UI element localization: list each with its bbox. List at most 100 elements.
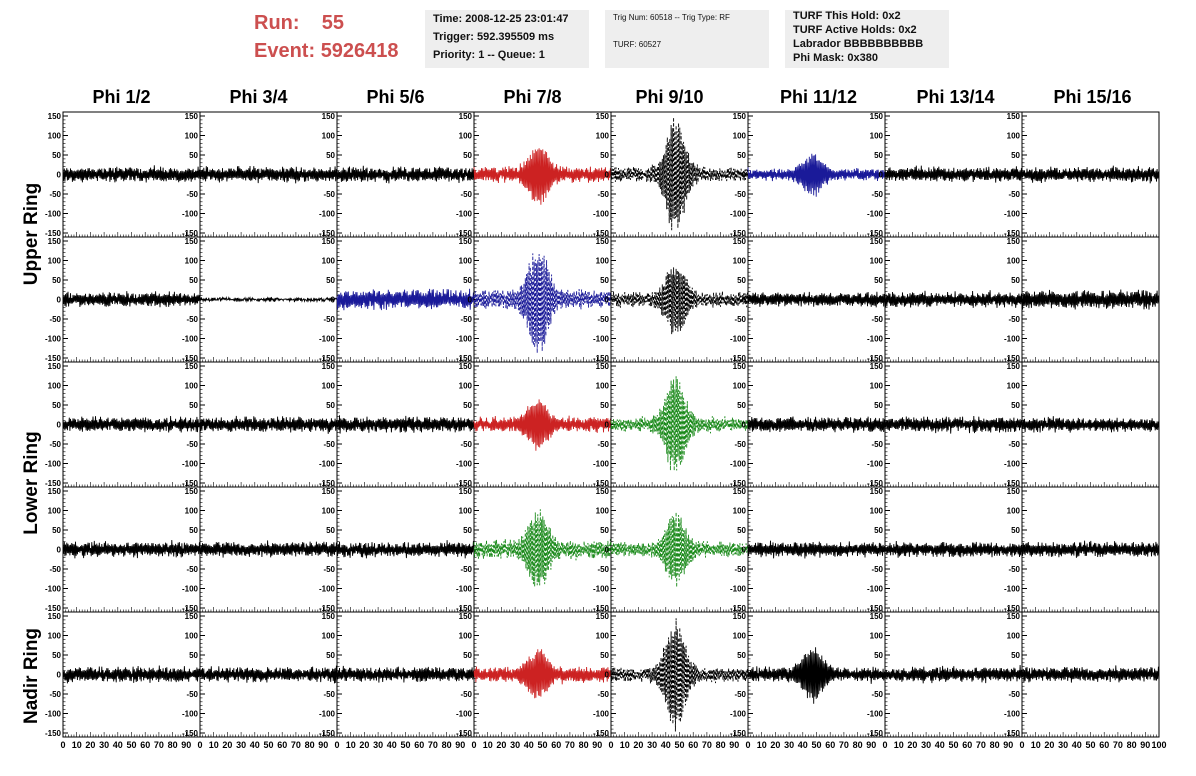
time-text: Time: 2008-12-25 23:01:47: [433, 13, 569, 25]
y-tick-label-r4-c4: -150: [593, 729, 610, 738]
labrador-text: Labrador BBBBBBBBBB: [793, 38, 924, 50]
y-tick-label-r1-c4: 50: [600, 276, 609, 285]
y-tick-label-r3-c2: 150: [322, 487, 336, 496]
y-tick-label-r0-c3: -100: [456, 210, 473, 219]
y-tick-label-r3-c7: 0: [1016, 546, 1021, 555]
waveform-r0-c2: [336, 165, 475, 184]
x-tick-label-c1: 30: [236, 740, 246, 750]
waveform-r4-c4: [610, 618, 749, 732]
y-tick-label-r0-c2: 150: [322, 112, 336, 121]
x-tick-label-c6: 60: [962, 740, 972, 750]
y-tick-label-r1-c1: 50: [189, 276, 198, 285]
y-tick-label-r3-c5: 50: [737, 526, 746, 535]
x-tick-label-c4: 0: [608, 740, 613, 750]
x-tick-label-c7: 50: [1085, 740, 1095, 750]
y-tick-label-r0-c0: -100: [45, 210, 62, 219]
y-tick-label-r0-c5: 0: [742, 171, 747, 180]
y-tick-label-r3-c0: -50: [49, 565, 61, 574]
y-tick-label-r0-c1: 150: [185, 112, 199, 121]
y-tick-label-r1-c2: -150: [319, 354, 336, 363]
y-tick-label-r4-c1: -150: [182, 729, 199, 738]
y-tick-label-r0-c2: -50: [323, 190, 335, 199]
y-tick-label-r3-c6: -50: [871, 565, 883, 574]
x-tick-label-c5: 20: [770, 740, 780, 750]
y-tick-label-r0-c7: 0: [1016, 171, 1021, 180]
y-tick-label-r0-c1: 100: [185, 132, 199, 141]
y-tick-label-r1-c7: 150: [1007, 237, 1021, 246]
x-tick-label-c6: 20: [907, 740, 917, 750]
y-tick-label-r1-c0: 50: [52, 276, 61, 285]
y-tick-label-r2-c4: -150: [593, 479, 610, 488]
y-tick-label-r2-c1: -100: [182, 460, 199, 469]
y-tick-label-r0-c6: 100: [870, 132, 884, 141]
y-tick-label-r2-c2: 100: [322, 382, 336, 391]
y-tick-label-r1-c4: -50: [597, 315, 609, 324]
y-tick-label-r4-c1: 50: [189, 651, 198, 660]
y-tick-label-r1-c5: -150: [730, 354, 747, 363]
x-tick-label-c6: 30: [921, 740, 931, 750]
x-tick-label-c4: 70: [702, 740, 712, 750]
y-tick-label-r1-c1: 0: [194, 296, 199, 305]
y-tick-label-r3-c1: 100: [185, 507, 199, 516]
y-tick-label-r4-c1: 100: [185, 632, 199, 641]
waveform-r4-c2: [336, 665, 475, 683]
y-tick-label-r1-c7: -50: [1008, 315, 1020, 324]
x-tick-label-c2: 80: [442, 740, 452, 750]
y-tick-label-r0-c3: 50: [463, 151, 472, 160]
y-tick-label-r0-c3: -150: [456, 229, 473, 238]
x-tick-label-c0: 0: [60, 740, 65, 750]
x-tick-label-c0: 10: [72, 740, 82, 750]
waveform-r1-c4: [610, 267, 749, 335]
y-tick-label-r4-c3: 100: [459, 632, 473, 641]
y-tick-label-r2-c1: 0: [194, 421, 199, 430]
y-tick-label-r0-c0: -150: [45, 229, 62, 238]
y-tick-label-r1-c3: 150: [459, 237, 473, 246]
waveform-r0-c3: [473, 148, 612, 205]
x-tick-label-c0: 80: [168, 740, 178, 750]
waveform-r2-c4: [610, 376, 749, 471]
y-tick-label-r4-c6: 50: [874, 651, 883, 660]
y-tick-label-r4-c1: 0: [194, 671, 199, 680]
y-tick-label-r3-c2: -150: [319, 604, 336, 613]
y-tick-label-r3-c1: 50: [189, 526, 198, 535]
y-tick-label-r3-c3: 150: [459, 487, 473, 496]
y-tick-label-r0-c3: -50: [460, 190, 472, 199]
y-tick-label-r3-c2: 50: [326, 526, 335, 535]
x-tick-label-c1: 10: [209, 740, 219, 750]
y-tick-label-r4-c3: -100: [456, 710, 473, 719]
y-tick-label-r3-c5: -100: [730, 585, 747, 594]
y-tick-label-r4-c5: -50: [734, 690, 746, 699]
y-tick-label-r4-c1: -50: [186, 690, 198, 699]
y-tick-label-r4-c5: 100: [733, 632, 747, 641]
y-tick-label-r0-c2: -150: [319, 229, 336, 238]
y-tick-label-r1-c6: -150: [867, 354, 884, 363]
x-tick-label-c7: 70: [1113, 740, 1123, 750]
y-tick-label-r0-c2: -100: [319, 210, 336, 219]
y-tick-label-r4-c5: -150: [730, 729, 747, 738]
phi-mask-text: Phi Mask: 0x380: [793, 52, 878, 64]
y-tick-label-r2-c3: -50: [460, 440, 472, 449]
x-tick-label-c4: 30: [647, 740, 657, 750]
y-tick-label-r0-c6: -50: [871, 190, 883, 199]
x-tick-label-c4: 80: [716, 740, 726, 750]
y-tick-label-r0-c5: -100: [730, 210, 747, 219]
y-tick-label-r1-c1: 150: [185, 237, 199, 246]
y-tick-label-r1-c4: -150: [593, 354, 610, 363]
y-tick-label-r2-c4: 0: [605, 421, 610, 430]
event-label: Event: 5926418: [254, 40, 399, 63]
waveform-r2-c7: [1021, 416, 1160, 433]
waveform-r3-c3: [473, 509, 612, 587]
waveform-r2-c0: [62, 415, 201, 433]
y-tick-label-r3-c7: 50: [1011, 526, 1020, 535]
x-tick-label-c4: 50: [674, 740, 684, 750]
y-tick-label-r2-c0: -100: [45, 460, 62, 469]
waveform-r2-c6: [884, 415, 1023, 434]
y-tick-label-r2-c3: 100: [459, 382, 473, 391]
x-tick-label-c3: 30: [510, 740, 520, 750]
y-tick-label-r1-c3: -150: [456, 354, 473, 363]
y-tick-label-r3-c0: 150: [48, 487, 62, 496]
y-tick-label-r0-c6: -100: [867, 210, 884, 219]
y-tick-label-r4-c4: 100: [596, 632, 610, 641]
y-tick-label-r1-c6: 50: [874, 276, 883, 285]
